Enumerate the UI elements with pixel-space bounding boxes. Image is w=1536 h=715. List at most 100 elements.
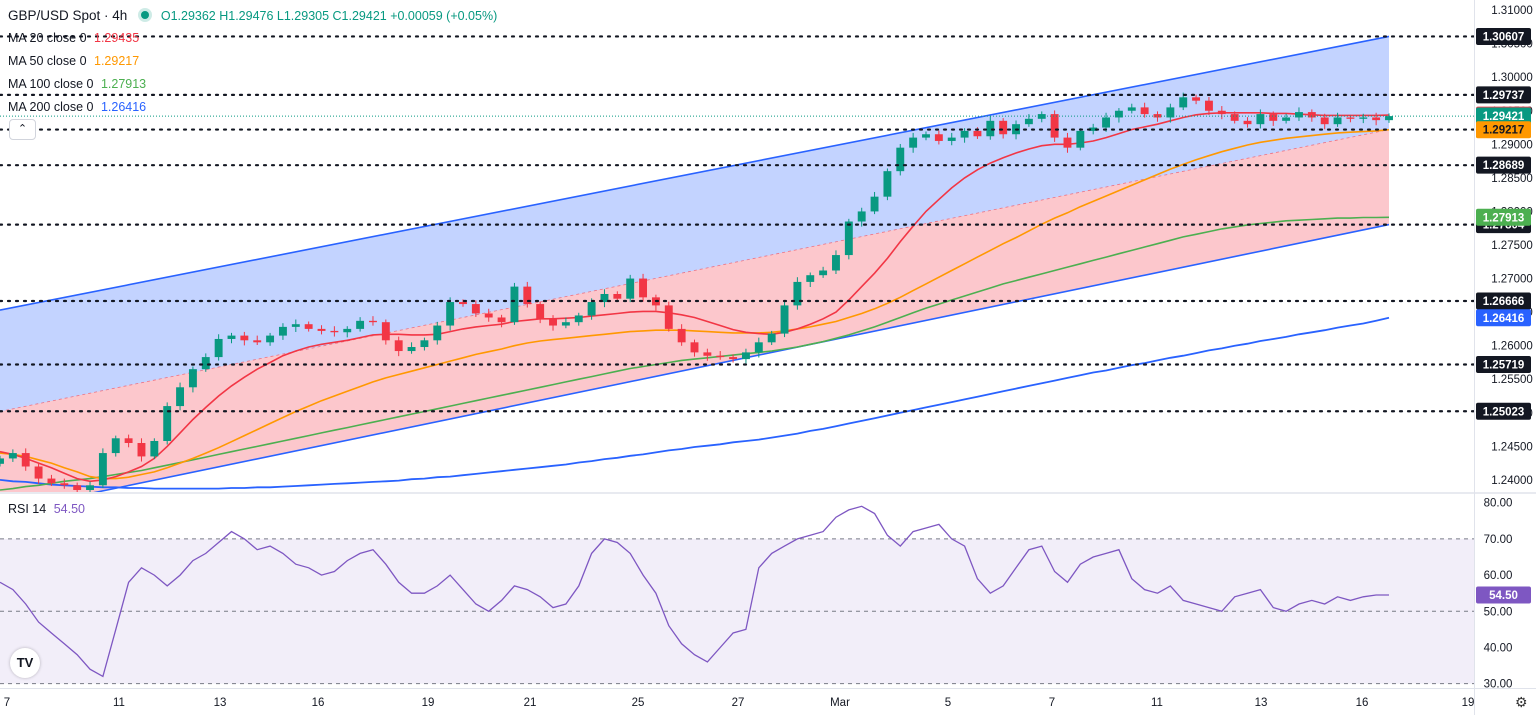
candle-body <box>1127 107 1136 111</box>
candle-body <box>356 320 365 329</box>
price-tick-label: 1.27500 <box>1491 240 1533 252</box>
rsi-tick-label: 30.00 <box>1484 679 1513 691</box>
candle-body <box>857 211 866 222</box>
candle-body <box>832 255 840 271</box>
candle-body <box>999 120 1008 135</box>
candle-body <box>1089 127 1098 131</box>
rsi-badge: 54.50 <box>1489 590 1518 602</box>
ma50-legend[interactable]: MA 50 close 0 1.29217 <box>8 54 139 68</box>
candle-body <box>98 453 107 486</box>
date-tick-label: 19 <box>1462 697 1475 709</box>
rsi-tick-label: 80.00 <box>1484 498 1513 510</box>
ma200-legend[interactable]: MA 200 close 0 1.26416 <box>8 100 146 114</box>
candle-body <box>626 278 635 299</box>
candle-body <box>471 304 480 314</box>
candle-body <box>1346 117 1355 119</box>
candle-body <box>1230 114 1239 121</box>
channel-lower-fill <box>0 129 1389 492</box>
candle-body <box>124 438 133 444</box>
ma100-legend[interactable]: MA 100 close 0 1.27913 <box>8 77 146 91</box>
collapse-legend-button[interactable]: ⌃ <box>9 119 36 140</box>
candle-body <box>1333 117 1342 125</box>
price-pane[interactable] <box>0 35 1536 512</box>
ma20-legend[interactable]: MA 20 close 0 1.29435 <box>8 31 139 45</box>
tradingview-logo[interactable]: TV <box>10 648 40 678</box>
candle-body <box>369 320 377 323</box>
candle-body <box>844 221 853 256</box>
candle-body <box>549 318 557 326</box>
candle-body <box>137 443 146 457</box>
rsi-tick-label: 50.00 <box>1484 606 1513 618</box>
rsi-label: RSI 14 <box>8 502 47 516</box>
price-tick-label: 1.24500 <box>1491 441 1533 453</box>
candle-body <box>343 328 352 333</box>
ma100-value: 1.27913 <box>100 77 147 91</box>
price-tick-label: 1.26000 <box>1491 341 1533 353</box>
price-tick-label: 1.29000 <box>1491 139 1533 151</box>
date-tick-label: 7 <box>4 697 10 709</box>
ma100-line <box>0 216 1390 491</box>
main-clip-group <box>0 35 1393 492</box>
candle-body <box>111 438 120 454</box>
rsi-tick-label: 60.00 <box>1484 570 1513 582</box>
candle-body <box>1385 116 1393 121</box>
chart-legend: GBP/USD Spot · 4h O1.29362 H1.29476 L1.2… <box>8 8 497 23</box>
candle-body <box>1024 118 1033 125</box>
candle-body <box>201 357 210 370</box>
symbol-title[interactable]: GBP/USD Spot · 4h <box>8 8 128 23</box>
value-badge: 1.29217 <box>1483 125 1525 137</box>
date-tick-label: 7 <box>1049 697 1055 709</box>
candle-body <box>934 134 943 141</box>
rsi-legend[interactable]: RSI 14 54.50 <box>8 502 85 516</box>
candle-body <box>8 453 17 459</box>
level-badge-bg <box>1476 356 1531 374</box>
channel-upper-line <box>0 35 1390 311</box>
candle-body <box>459 302 467 305</box>
date-tick-label: 21 <box>524 697 537 709</box>
value-badge-bg <box>1476 107 1531 125</box>
ma50-value: 1.29217 <box>94 54 140 68</box>
date-axis[interactable]: 7 11 13 16 19 21 25 27 Mar 5 7 11 13 16 19 <box>4 697 1475 709</box>
candle-body <box>0 458 4 464</box>
ma20-value: 1.29435 <box>94 31 140 45</box>
level-badge-bg <box>1476 27 1531 45</box>
candle-body <box>613 293 622 299</box>
candle-body <box>1063 137 1072 148</box>
candle-body <box>497 317 506 323</box>
candle-body <box>394 340 403 352</box>
candle-body <box>973 130 982 137</box>
ma100-label: MA 100 close 0 <box>8 77 94 91</box>
candle-body <box>1359 117 1368 119</box>
rsi-pane[interactable] <box>0 505 1474 685</box>
candle-body <box>909 137 918 148</box>
candle-body <box>484 313 493 318</box>
candle-body <box>407 347 416 352</box>
level-badge-bg <box>1476 156 1531 174</box>
candle-body <box>60 483 69 486</box>
date-tick-label: 13 <box>1255 697 1268 709</box>
market-status-icon <box>141 11 150 19</box>
candle-body <box>896 147 905 172</box>
candle-body <box>664 305 673 329</box>
candle-body <box>754 342 763 353</box>
candle-body <box>1153 114 1162 118</box>
candle-body <box>1102 117 1111 128</box>
candle-body <box>330 330 339 333</box>
candle-body <box>780 305 789 334</box>
rsi-badge-bg <box>1476 586 1531 604</box>
date-tick-label: 16 <box>1356 697 1369 709</box>
candle-body <box>47 478 56 484</box>
candle-body <box>420 340 429 348</box>
candle-body <box>947 137 956 141</box>
candle-body <box>587 302 596 316</box>
candle-body <box>870 196 879 212</box>
candle-body <box>806 275 815 282</box>
date-tick-label: 27 <box>732 697 745 709</box>
gear-icon[interactable]: ⚙ <box>1515 694 1528 710</box>
candle-body <box>317 328 326 331</box>
rsi-tick-label: 70.00 <box>1484 534 1513 546</box>
value-badge: 1.26416 <box>1483 313 1525 325</box>
candle-body <box>690 342 699 353</box>
